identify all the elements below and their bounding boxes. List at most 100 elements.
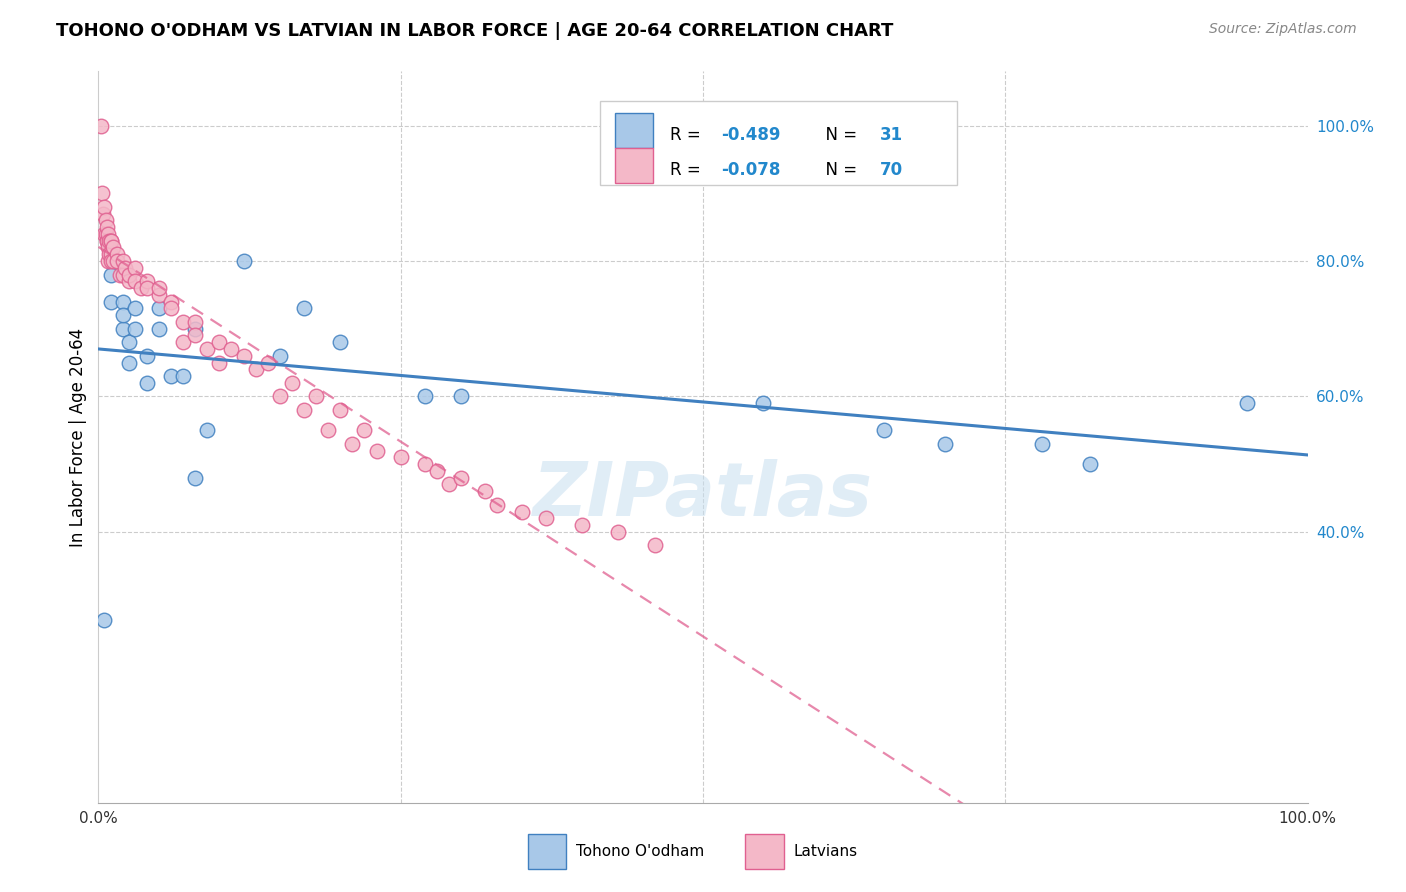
Text: TOHONO O'ODHAM VS LATVIAN IN LABOR FORCE | AGE 20-64 CORRELATION CHART: TOHONO O'ODHAM VS LATVIAN IN LABOR FORCE… [56, 22, 894, 40]
Point [607, 524, 630, 539]
Point [96, 220, 118, 235]
Point [91, 206, 114, 220]
Point [90, 119, 112, 133]
Bar [614, 148, 654, 183]
Bar [614, 113, 654, 148]
Text: N =: N = [815, 126, 863, 144]
Point [124, 301, 146, 316]
Point [305, 389, 328, 403]
Point [105, 247, 128, 261]
Point [245, 362, 267, 376]
Point [160, 369, 183, 384]
Point [111, 308, 134, 322]
Point [100, 254, 122, 268]
Point [184, 322, 207, 336]
Text: Tohono O'odham: Tohono O'odham [576, 844, 704, 859]
Point [329, 335, 352, 350]
Point [353, 423, 375, 437]
Point [510, 505, 533, 519]
Point [96, 234, 118, 248]
Point [256, 355, 278, 369]
Point [100, 294, 122, 309]
Point [148, 288, 170, 302]
Point [118, 268, 141, 282]
Point [135, 281, 157, 295]
Point [292, 301, 315, 316]
Point [281, 376, 304, 390]
Point [100, 234, 122, 248]
Point [100, 268, 122, 282]
Point [1078, 457, 1101, 471]
Point [124, 322, 146, 336]
Point [413, 457, 436, 471]
Point [148, 301, 170, 316]
Point [426, 464, 449, 478]
Text: Source: ZipAtlas.com: Source: ZipAtlas.com [1209, 22, 1357, 37]
Point [366, 443, 388, 458]
Point [129, 281, 152, 295]
Point [97, 254, 120, 268]
Point [752, 396, 775, 410]
Point [316, 423, 339, 437]
Point [269, 389, 291, 403]
Point [111, 254, 134, 268]
Point [100, 247, 122, 261]
Point [644, 538, 666, 552]
Point [98, 247, 121, 261]
Point [389, 450, 412, 465]
Point [96, 234, 118, 248]
Point [184, 471, 207, 485]
Text: ZIPatlas: ZIPatlas [533, 459, 873, 533]
Point [486, 498, 509, 512]
Point [342, 437, 364, 451]
Point [195, 423, 218, 437]
FancyBboxPatch shape [600, 101, 957, 185]
Point [111, 294, 134, 309]
Point [437, 477, 460, 491]
Point [118, 355, 141, 369]
Point [534, 511, 557, 525]
Point [135, 376, 157, 390]
Point [873, 423, 896, 437]
Point [474, 484, 496, 499]
Point [292, 403, 315, 417]
Point [329, 403, 352, 417]
Point [269, 349, 291, 363]
Text: Latvians: Latvians [794, 844, 858, 859]
Point [124, 274, 146, 288]
Point [413, 389, 436, 403]
Point [184, 328, 207, 343]
Text: -0.078: -0.078 [721, 161, 780, 179]
Point [101, 240, 124, 254]
Point [135, 274, 157, 288]
Point [101, 254, 124, 268]
Point [1236, 396, 1258, 410]
Point [232, 254, 254, 268]
Point [111, 322, 134, 336]
Point [148, 322, 170, 336]
Point [118, 335, 141, 350]
Point [108, 268, 131, 282]
Point [208, 335, 231, 350]
Point [97, 240, 120, 254]
Point [450, 471, 472, 485]
Text: -0.489: -0.489 [721, 126, 780, 144]
Point [98, 234, 121, 248]
Point [124, 260, 146, 275]
Point [221, 342, 243, 356]
Point [114, 260, 136, 275]
Bar [745, 833, 785, 869]
Point [111, 268, 134, 282]
Text: 70: 70 [880, 161, 903, 179]
Point [135, 349, 157, 363]
Point [93, 613, 115, 627]
Point [160, 301, 183, 316]
Point [184, 315, 207, 329]
Point [93, 200, 115, 214]
Point [232, 349, 254, 363]
Point [94, 227, 117, 241]
Point [172, 315, 194, 329]
Text: 31: 31 [880, 126, 903, 144]
Point [1031, 437, 1053, 451]
Bar [527, 833, 567, 869]
